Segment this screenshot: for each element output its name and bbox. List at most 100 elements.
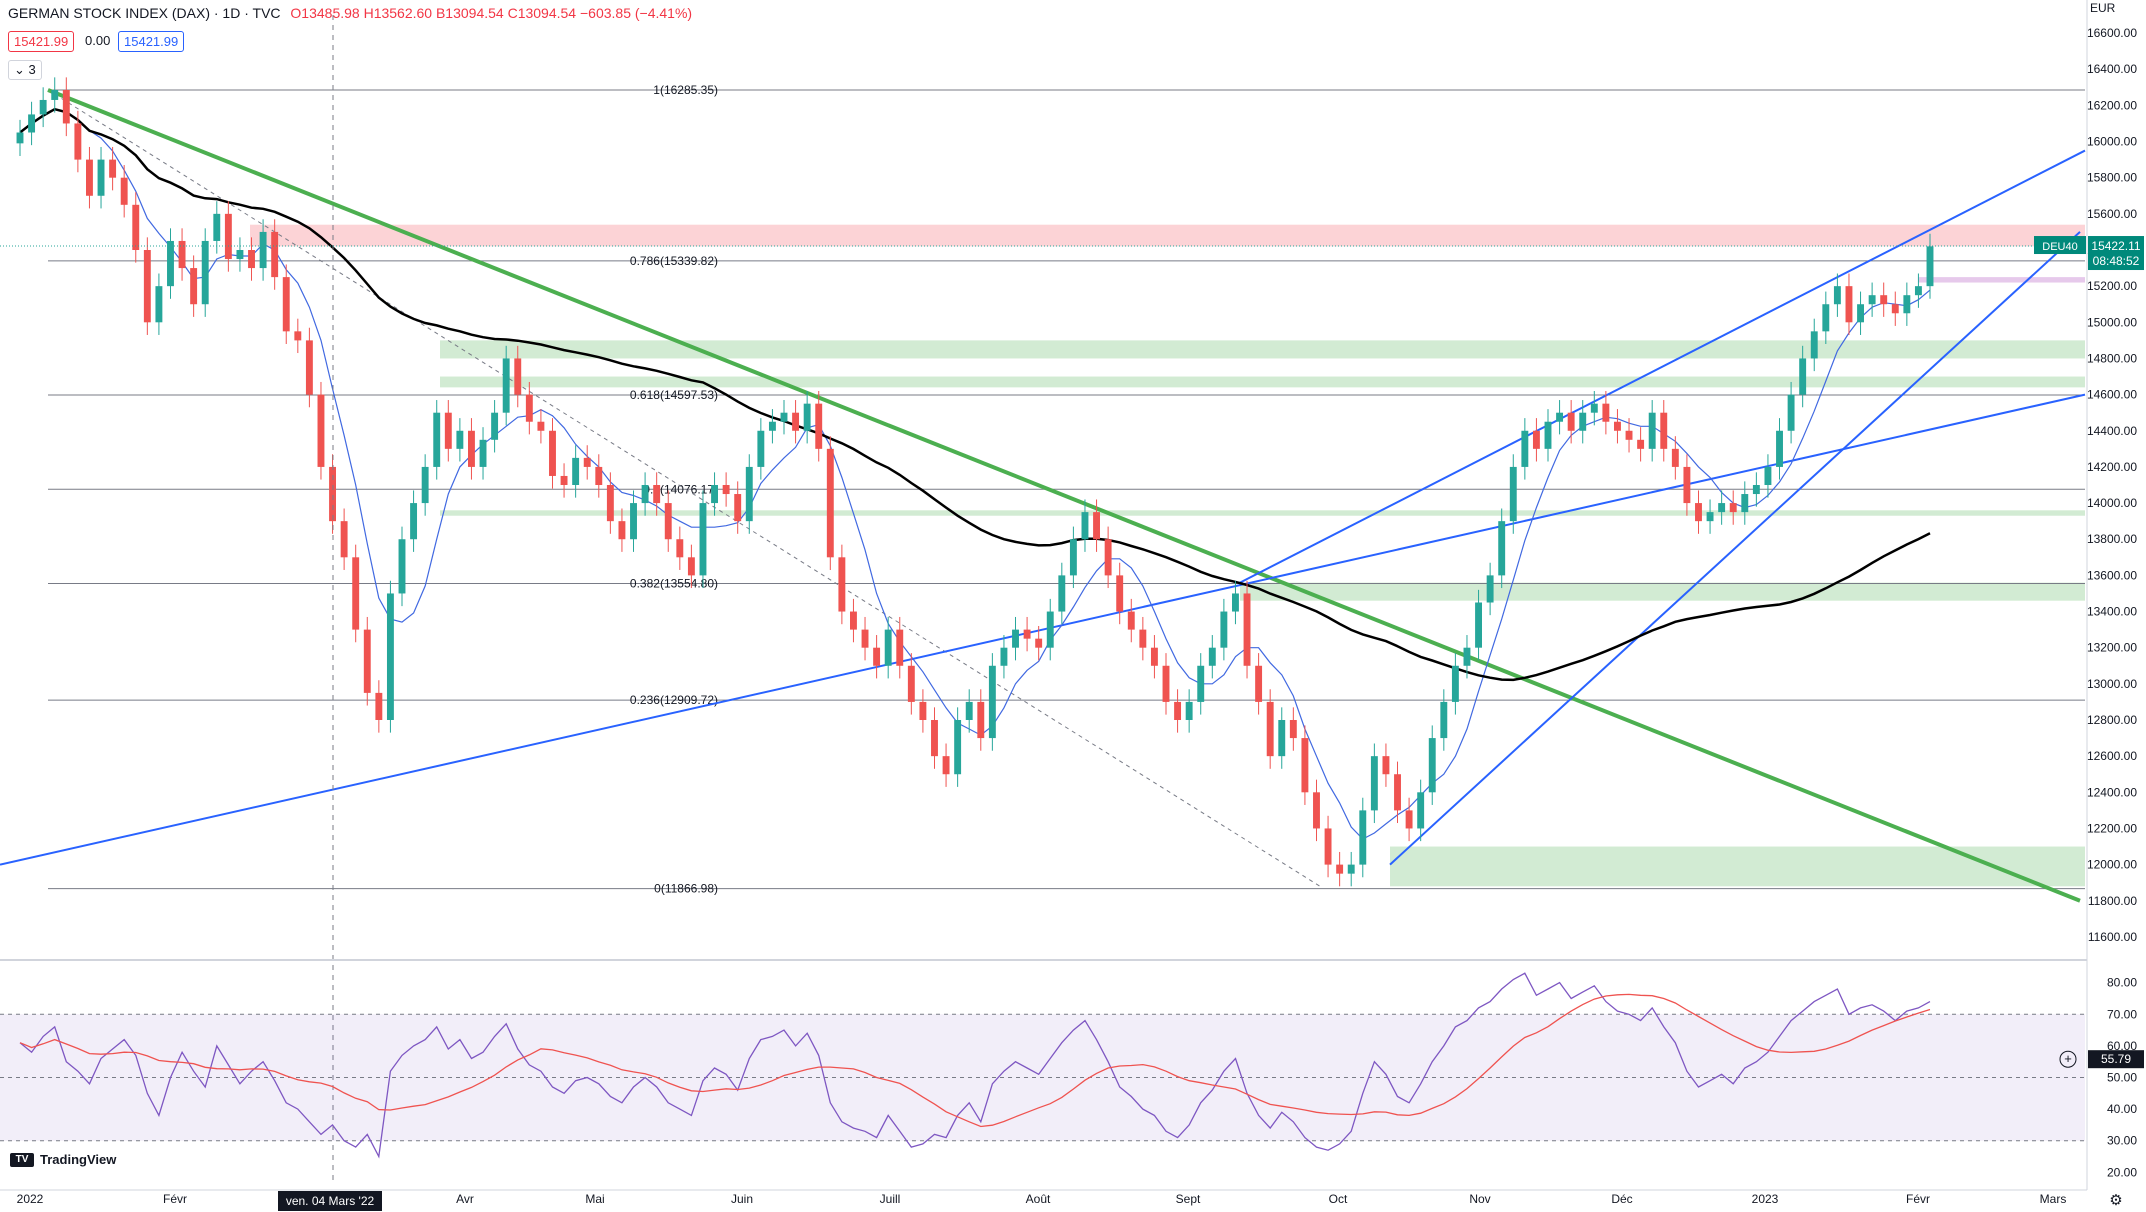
candle-body[interactable]	[745, 466, 753, 522]
candle-body[interactable]	[62, 90, 70, 124]
candle-body[interactable]	[1023, 629, 1031, 639]
candle-body[interactable]	[1822, 304, 1830, 332]
candle-body[interactable]	[711, 485, 718, 504]
candle-body[interactable]	[560, 475, 568, 485]
candle-body[interactable]	[1255, 665, 1263, 702]
candle-body[interactable]	[525, 394, 533, 422]
candle-body[interactable]	[537, 421, 545, 431]
candle-body[interactable]	[282, 277, 290, 332]
candle-body[interactable]	[734, 494, 742, 522]
candle-body[interactable]	[768, 421, 776, 431]
candle-body[interactable]	[1729, 503, 1737, 513]
candle-body[interactable]	[51, 90, 59, 100]
candle-body[interactable]	[421, 466, 429, 504]
candle-body[interactable]	[433, 412, 441, 467]
candle-body[interactable]	[1220, 611, 1228, 648]
candle-body[interactable]	[468, 430, 475, 467]
candle-body[interactable]	[1660, 412, 1668, 449]
candle-body[interactable]	[410, 503, 418, 540]
candle-body[interactable]	[1127, 611, 1135, 630]
candle-body[interactable]	[479, 439, 487, 467]
candle-body[interactable]	[977, 701, 985, 739]
candle-body[interactable]	[907, 665, 915, 702]
candle-body[interactable]	[86, 159, 93, 196]
candle-body[interactable]	[780, 412, 788, 422]
candle-body[interactable]	[1602, 403, 1610, 422]
candle-body[interactable]	[178, 240, 186, 269]
candle-body[interactable]	[1764, 466, 1772, 485]
candle-body[interactable]	[1081, 512, 1089, 540]
candle-body[interactable]	[1370, 756, 1378, 811]
candle-body[interactable]	[502, 358, 510, 413]
candle-body[interactable]	[664, 503, 672, 540]
candle-body[interactable]	[444, 412, 452, 449]
candle-body[interactable]	[1417, 792, 1425, 829]
candle-body[interactable]	[1046, 611, 1054, 648]
candle-body[interactable]	[1752, 485, 1760, 495]
candle-body[interactable]	[873, 647, 881, 666]
candle-body[interactable]	[1093, 512, 1100, 540]
candle-body[interactable]	[988, 665, 996, 739]
candle-body[interactable]	[259, 231, 267, 269]
candle-body[interactable]	[838, 557, 846, 612]
candle-body[interactable]	[1914, 286, 1922, 296]
candle-body[interactable]	[1671, 448, 1679, 467]
blue-channel-upper-line[interactable]	[1239, 149, 2086, 584]
candle-body[interactable]	[97, 159, 105, 196]
candle-body[interactable]	[1382, 756, 1390, 775]
candle-body[interactable]	[1845, 286, 1853, 323]
candle-body[interactable]	[1139, 629, 1147, 648]
candle-body[interactable]	[1104, 539, 1112, 576]
candle-body[interactable]	[1324, 828, 1332, 865]
candle-body[interactable]	[1741, 494, 1749, 513]
candle-body[interactable]	[1614, 421, 1621, 431]
candle-body[interactable]	[340, 521, 348, 558]
candle-body[interactable]	[1857, 304, 1864, 323]
candle-body[interactable]	[224, 213, 232, 260]
candle-body[interactable]	[965, 701, 973, 720]
candle-body[interactable]	[1347, 864, 1355, 874]
candle-body[interactable]	[1776, 430, 1783, 467]
candle-body[interactable]	[329, 466, 336, 522]
candle-body[interactable]	[1440, 701, 1448, 739]
candle-body[interactable]	[155, 286, 163, 323]
candle-body[interactable]	[74, 123, 82, 160]
candle-body[interactable]	[109, 159, 117, 178]
candle-body[interactable]	[1579, 412, 1587, 431]
candle-body[interactable]	[375, 692, 383, 720]
candle-body[interactable]	[1695, 503, 1702, 522]
candle-body[interactable]	[630, 503, 637, 540]
candle-body[interactable]	[39, 99, 47, 115]
blue-rising-support-line[interactable]	[0, 393, 2086, 866]
candle-body[interactable]	[942, 756, 950, 775]
candle-body[interactable]	[1313, 792, 1320, 829]
candle-body[interactable]	[1637, 439, 1645, 449]
symbol-title[interactable]: GERMAN STOCK INDEX (DAX) · 1D · TVC	[8, 5, 281, 21]
candle-body[interactable]	[1903, 295, 1911, 314]
candle-body[interactable]	[792, 412, 800, 431]
candle-body[interactable]	[1706, 512, 1714, 522]
candle-body[interactable]	[1683, 466, 1691, 504]
candle-body[interactable]	[1197, 665, 1205, 702]
candle-body[interactable]	[1625, 430, 1633, 440]
candle-body[interactable]	[1058, 575, 1066, 612]
candle-body[interactable]	[132, 204, 140, 250]
candle-body[interactable]	[1359, 810, 1367, 865]
candle-body[interactable]	[1567, 412, 1575, 431]
green-downtrend-line[interactable]	[47, 88, 2081, 903]
candle-body[interactable]	[826, 448, 834, 558]
candle-body[interactable]	[120, 177, 128, 205]
add-level-icon[interactable]	[2059, 1050, 2077, 1068]
candle-body[interactable]	[1208, 647, 1216, 666]
candle-body[interactable]	[1185, 701, 1193, 720]
candle-body[interactable]	[1278, 720, 1286, 757]
candle-body[interactable]	[1000, 647, 1008, 666]
candle-body[interactable]	[803, 403, 811, 431]
candle-body[interactable]	[896, 629, 904, 666]
candle-body[interactable]	[954, 720, 962, 775]
candle-body[interactable]	[1498, 521, 1506, 576]
candle-body[interactable]	[1336, 864, 1344, 874]
candle-body[interactable]	[16, 132, 24, 144]
candle-body[interactable]	[514, 358, 522, 395]
